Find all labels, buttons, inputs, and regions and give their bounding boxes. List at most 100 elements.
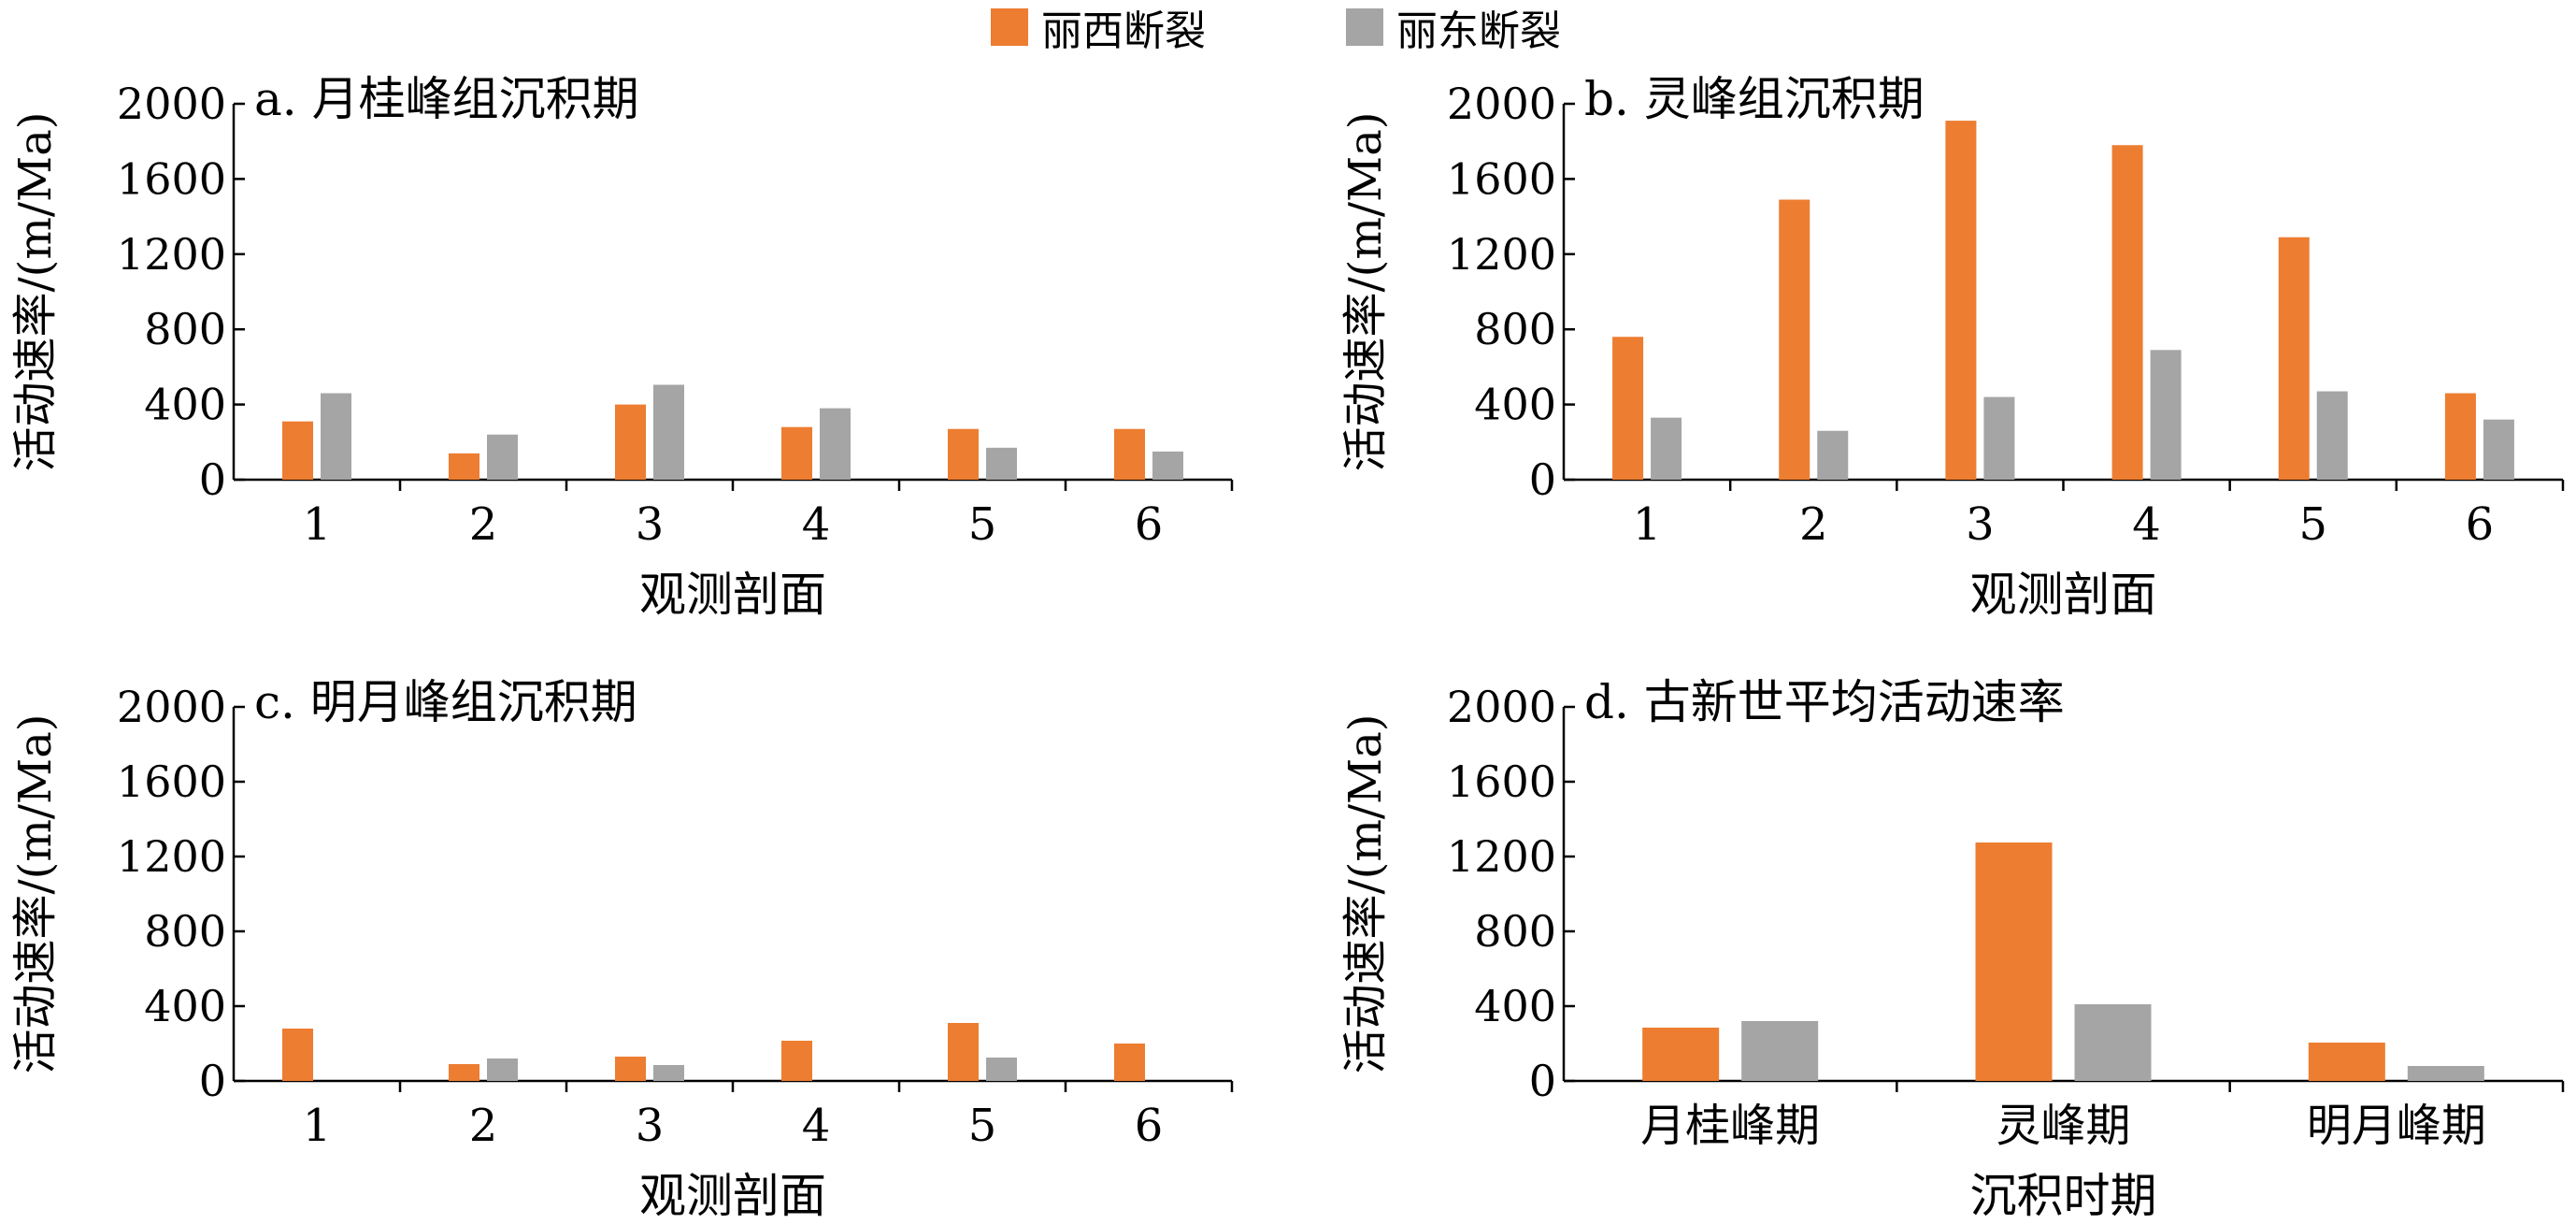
- panel-a-bar-s0-c1: [449, 453, 479, 480]
- panel-d-bar-s0-c2: [2308, 1043, 2385, 1081]
- panel-d-y-label: 活动速率/(m/Ma): [1339, 713, 1392, 1073]
- panel-d-bar-s0-c0: [1642, 1028, 1720, 1081]
- panel-c-title: c. 明月峰组沉积期: [254, 675, 637, 729]
- legend-item-east: 丽东断裂: [1346, 4, 1561, 55]
- panel-b-bar-s0-c3: [2111, 145, 2143, 480]
- panel-a-y-label: 活动速率/(m/Ma): [9, 111, 62, 471]
- panel-b-bar-s1-c0: [1651, 417, 1682, 480]
- panel-a-y-tick-label-4: 1600: [117, 153, 226, 204]
- panel-b-bar-s1-c1: [1817, 430, 1849, 480]
- panel-a-bar-s0-c5: [1114, 428, 1145, 480]
- panel-c-bar-s0-c2: [615, 1057, 646, 1081]
- panel-d-bar-s1-c1: [2074, 1004, 2152, 1081]
- panel-d-y-tick-label-5: 2000: [1447, 682, 1556, 732]
- panel-c-bar-s0-c1: [449, 1064, 479, 1081]
- panel-c-bar-s1-c4: [986, 1058, 1017, 1081]
- panel-a-x-tick-label-1: 2: [469, 498, 498, 551]
- panel-c-y-tick-label-0: 0: [199, 1056, 226, 1106]
- panel-a-x-label: 观测剖面: [639, 568, 826, 622]
- panel-c-x-tick-label-5: 6: [1135, 1100, 1164, 1152]
- panel-b-bar-s0-c4: [2278, 237, 2310, 480]
- panel-a-title: a. 月桂峰组沉积期: [254, 72, 639, 126]
- panel-b-bar-s1-c5: [2483, 419, 2514, 480]
- panel-c-bar-s0-c0: [282, 1029, 313, 1081]
- panel-a-x-tick-label-0: 1: [303, 498, 332, 551]
- panel-c-x-tick-label-4: 5: [968, 1100, 997, 1152]
- panel-b-bar-s1-c3: [2150, 350, 2182, 480]
- panel-d-x-tick-label-0: 月桂峰期: [1640, 1100, 1820, 1152]
- panel-d-y-tick-label-0: 0: [1529, 1056, 1556, 1106]
- panel-d-x-tick-label-2: 明月峰期: [2307, 1100, 2486, 1152]
- panel-c-bar-s0-c5: [1114, 1044, 1145, 1081]
- panel-c-x-label: 观测剖面: [639, 1169, 826, 1223]
- panel-b-title: b. 灵峰组沉积期: [1584, 72, 1925, 126]
- legend-swatch-east: [1346, 8, 1383, 46]
- panel-d-y-tick-label-2: 800: [1474, 906, 1556, 957]
- panel-b-y-tick-label-0: 0: [1529, 454, 1556, 505]
- legend-label-east: 丽东断裂: [1396, 7, 1561, 55]
- panel-a-bar-s0-c4: [948, 428, 979, 480]
- panel-a-y-tick-label-5: 2000: [117, 79, 226, 129]
- panel-b-y-tick-label-5: 2000: [1447, 79, 1556, 129]
- legend: 丽西断裂 丽东断裂: [0, 0, 2576, 56]
- panel-b-bar-s0-c2: [1945, 121, 1977, 480]
- panel-c-y-tick-label-4: 1600: [117, 756, 226, 807]
- panel-d-y-tick-label-1: 400: [1474, 981, 1556, 1031]
- panel-a-y-tick-label-1: 400: [144, 380, 226, 430]
- panel-a-bar-s0-c0: [282, 421, 313, 480]
- panel-c-bar-s0-c3: [781, 1041, 812, 1081]
- panel-a-y-tick-label-0: 0: [199, 454, 226, 505]
- panel-b-x-tick-label-4: 5: [2298, 498, 2327, 551]
- panel-a-x-tick-label-2: 3: [636, 498, 665, 551]
- panel-c-y-label: 活动速率/(m/Ma): [9, 713, 62, 1073]
- panel-b-x-label: 观测剖面: [1970, 568, 2157, 622]
- panel-d-title: d. 古新世平均活动速率: [1584, 675, 2065, 729]
- panel-c-x-tick-label-1: 2: [469, 1100, 498, 1152]
- panel-b-bar-s0-c5: [2444, 393, 2476, 480]
- legend-swatch-west: [991, 8, 1028, 46]
- panel-b-bar-s0-c0: [1612, 337, 1644, 480]
- panel-a-x-tick-label-3: 4: [802, 498, 831, 551]
- panel-a-bar-s1-c5: [1152, 451, 1183, 480]
- panel-b-x-tick-label-1: 2: [1799, 498, 1828, 551]
- panel-b-x-tick-label-0: 1: [1633, 498, 1662, 551]
- panel-c-bar-s0-c4: [948, 1023, 979, 1081]
- panel-b-y-tick-label-3: 1200: [1447, 229, 1556, 280]
- panel-b-y-tick-label-2: 800: [1474, 304, 1556, 354]
- legend-item-west: 丽西断裂: [991, 4, 1206, 55]
- panel-c-bar-s1-c2: [653, 1065, 684, 1081]
- panel-c-x-tick-label-2: 3: [636, 1100, 665, 1152]
- panel-a-bar-s1-c2: [653, 384, 684, 480]
- panel-c-y-tick-label-5: 2000: [117, 682, 226, 732]
- panel-a-bar-s1-c3: [820, 408, 851, 480]
- panel-c-y-tick-label-3: 1200: [117, 831, 226, 882]
- panel-b-bar-s1-c2: [1983, 396, 2015, 480]
- panel-a-x-tick-label-5: 6: [1135, 498, 1164, 551]
- panel-b-x-tick-label-3: 4: [2132, 498, 2161, 551]
- panel-d-x-label: 沉积时期: [1970, 1169, 2157, 1223]
- panel-c-x-tick-label-0: 1: [303, 1100, 332, 1152]
- panel-c-bar-s1-c1: [487, 1058, 518, 1081]
- panel-b-bar-s0-c1: [1779, 199, 1810, 480]
- panel-b-x-tick-label-5: 6: [2466, 498, 2495, 551]
- panel-b-y-tick-label-4: 1600: [1447, 153, 1556, 204]
- panel-d-bar-s0-c1: [1975, 842, 2053, 1081]
- panel-c-y-tick-label-1: 400: [144, 981, 226, 1031]
- panel-c-x-tick-label-3: 4: [802, 1100, 831, 1152]
- panel-d-bar-s1-c2: [2407, 1066, 2484, 1081]
- panel-a-y-tick-label-3: 1200: [117, 229, 226, 280]
- panel-d-y-tick-label-4: 1600: [1447, 756, 1556, 807]
- legend-label-west: 丽西断裂: [1041, 7, 1206, 55]
- panel-d-bar-s1-c0: [1741, 1021, 1819, 1081]
- panel-b-y-tick-label-1: 400: [1474, 380, 1556, 430]
- panel-a-bar-s0-c3: [781, 426, 812, 480]
- panel-a-bar-s1-c0: [321, 393, 351, 480]
- panel-a-bar-s0-c2: [615, 404, 646, 480]
- panel-a-y-tick-label-2: 800: [144, 304, 226, 354]
- panel-a-bar-s1-c4: [986, 447, 1017, 480]
- panel-b-x-tick-label-2: 3: [1966, 498, 1995, 551]
- panel-c-y-tick-label-2: 800: [144, 906, 226, 957]
- panel-d-y-tick-label-3: 1200: [1447, 831, 1556, 882]
- panel-b-y-label: 活动速率/(m/Ma): [1339, 111, 1392, 471]
